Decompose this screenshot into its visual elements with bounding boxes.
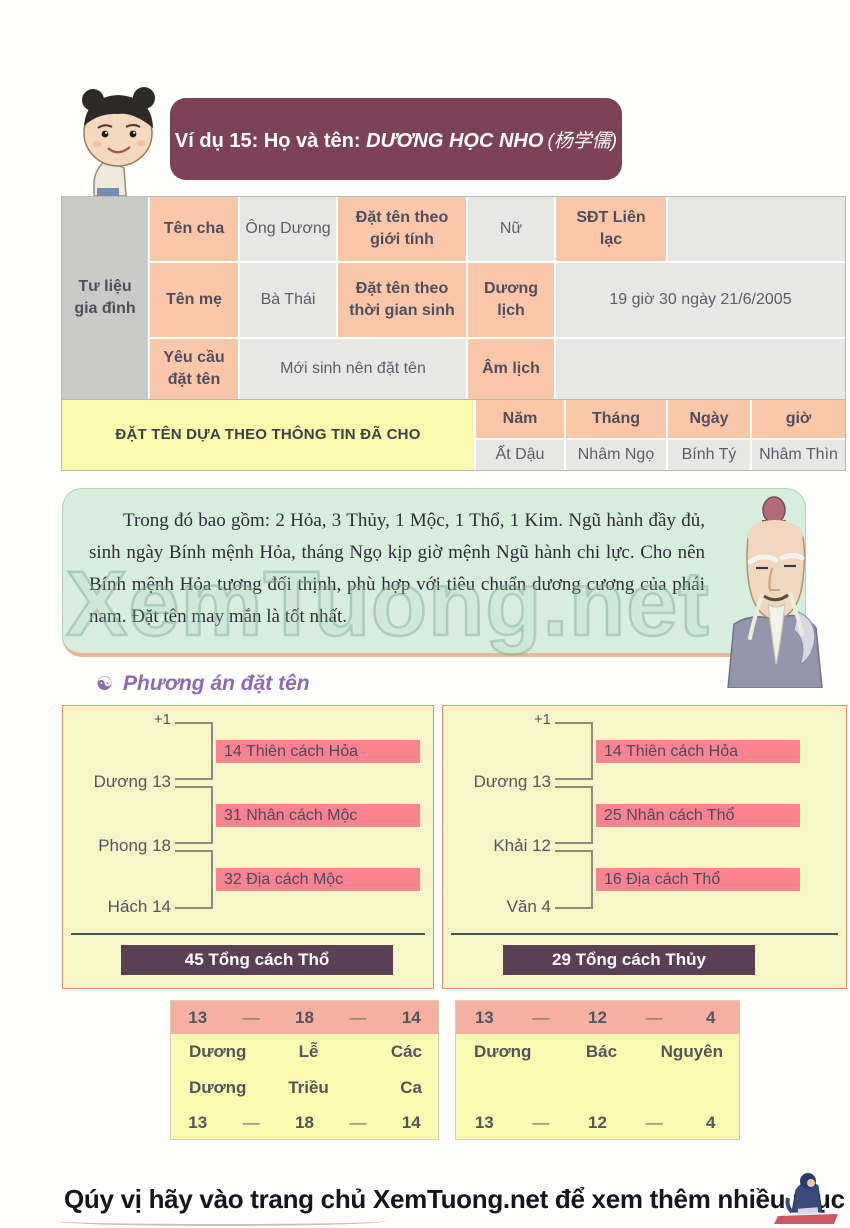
val-hour: Nhâm Thìn [752, 440, 845, 470]
name-option-row: Dương Triều Ca [171, 1070, 438, 1106]
phone-label-cell: SĐT Liên lạc [556, 197, 666, 261]
given-info-title-cell: ĐẶT TÊN DỰA THEO THÔNG TIN ĐÃ CHO [62, 400, 474, 470]
plus-one-label: +1 [533, 711, 551, 728]
dash: — [242, 1007, 260, 1027]
gender-value-cell: Nữ [468, 197, 554, 261]
example-title: Ví dụ 15: Họ và tên: DƯƠNG HỌC NHO (杨学儒) [174, 129, 618, 152]
stroke-numbers-top: 13 — 18 — 14 [171, 1001, 438, 1034]
name-part-label: Phong 18 [98, 836, 171, 855]
reading-figure [772, 1170, 844, 1228]
name-part-label: Dương 13 [473, 772, 551, 791]
total-cach-bar: 29 Tổng cách Thủy [503, 945, 755, 975]
cach-bar: 31 Nhân cách Mộc [216, 804, 420, 827]
phone-value-cell [668, 197, 845, 261]
col-day: Ngày [668, 400, 750, 438]
name-diagram-1: +1 Dương 13 Phong 18 Hách 14 14 Thiên cá… [62, 705, 434, 989]
oldman-cartoon [706, 492, 838, 693]
stroke-numbers-top: 13 — 12 — 4 [456, 1001, 739, 1034]
name-option-row: Dương Bác Nguyên [456, 1034, 739, 1070]
name-part-label: Khải 12 [493, 836, 551, 855]
val-month: Nhâm Ngọ [566, 440, 666, 470]
given-info-table: ĐẶT TÊN DỰA THEO THÔNG TIN ĐÃ CHO Năm Th… [61, 399, 846, 471]
stroke-numbers-bottom: 13 — 18 — 14 [171, 1106, 438, 1139]
bracket-line [555, 850, 593, 909]
val-day: Bính Tý [668, 440, 750, 470]
gender-label-cell: Đặt tên theo giới tính [338, 197, 466, 261]
yinyang-icon: ☯ [96, 673, 114, 695]
bracket-line [555, 786, 593, 844]
val-year: Ất Dậu [476, 440, 564, 470]
solar-value-cell: 19 giờ 30 ngày 21/6/2005 [556, 263, 845, 337]
divider-line [71, 933, 425, 935]
lunar-label-cell: Âm lịch [468, 339, 554, 399]
plus-one-label: +1 [153, 711, 171, 728]
family-info-table: Tư liệu gia đình Tên cha Ông Dương Đặt t… [61, 196, 846, 400]
name-diagram-2: +1 Dương 13 Khải 12 Văn 4 14 Thiên cách … [442, 705, 847, 989]
footer-text: Qúy vị hãy vào trang chủ XemTuong.net để… [64, 1184, 850, 1214]
dash: — [349, 1007, 367, 1027]
stroke-numbers-bottom: 13 — 12 — 4 [456, 1106, 739, 1139]
example-title-banner: Ví dụ 15: Họ và tên: DƯƠNG HỌC NHO (杨学儒) [170, 98, 622, 180]
example-name-hanzi: (杨学儒) [547, 130, 618, 152]
bracket-line [175, 722, 213, 780]
mother-value-cell: Bà Thái [240, 263, 336, 337]
bracket-line [175, 850, 213, 909]
example-name: DƯƠNG HỌC NHO [366, 129, 544, 152]
section-cell: Tư liệu gia đình [62, 197, 148, 399]
lunar-value-cell [556, 339, 845, 399]
name-stroke-table-1: 13 — 18 — 14 Dương Lễ Các Dương Triều Ca… [170, 1000, 439, 1140]
mother-label-cell: Tên mẹ [150, 263, 238, 337]
request-label-cell: Yêu cầu đặt tên [150, 339, 238, 399]
dash: — [242, 1112, 260, 1132]
total-cach-bar: 45 Tổng cách Thổ [121, 945, 393, 975]
cach-bar: 14 Thiên cách Hỏa [216, 740, 420, 763]
dash: — [645, 1007, 663, 1027]
name-option-row [456, 1070, 739, 1106]
col-year: Năm [476, 400, 564, 438]
col-month: Tháng [566, 400, 666, 438]
cach-bar: 25 Nhân cách Thổ [596, 804, 800, 827]
dash: — [532, 1007, 550, 1027]
name-option-row: Dương Lễ Các [171, 1034, 438, 1070]
divider-line [451, 933, 838, 935]
naming-heading-text: Phương án đặt tên [123, 672, 310, 695]
name-part-label: Hách 14 [107, 897, 171, 916]
cach-bar: 14 Thiên cách Hỏa [596, 740, 800, 763]
child-cartoon [64, 84, 176, 205]
birthtime-label-cell: Đặt tên theo thời gian sinh [338, 263, 466, 337]
dash: — [645, 1112, 663, 1132]
name-part-label: Dương 13 [93, 772, 171, 791]
cach-bar: 32 Địa cách Mộc [216, 868, 420, 891]
father-label-cell: Tên cha [150, 197, 238, 261]
bracket-line [175, 786, 213, 844]
bracket-line [555, 722, 593, 780]
col-hour: giờ [752, 400, 845, 438]
name-stroke-table-2: 13 — 12 — 4 Dương Bác Nguyên 13 — 12 — 4 [455, 1000, 740, 1140]
analysis-box: Trong đó bao gồm: 2 Hỏa, 3 Thủy, 1 Mộc, … [62, 488, 806, 657]
naming-section-heading: ☯ Phương án đặt tên [96, 672, 310, 696]
request-value-cell: Mới sinh nên đặt tên [240, 339, 466, 399]
cach-bar: 16 Địa cách Thổ [596, 868, 800, 891]
name-part-label: Văn 4 [506, 897, 551, 916]
dash: — [349, 1112, 367, 1132]
dash: — [532, 1112, 550, 1132]
analysis-text: Trong đó bao gồm: 2 Hỏa, 3 Thủy, 1 Mộc, … [89, 510, 705, 627]
footer-underline [56, 1216, 386, 1226]
solar-label-cell: Dương lịch [468, 263, 554, 337]
father-value-cell: Ông Dương [240, 197, 336, 261]
